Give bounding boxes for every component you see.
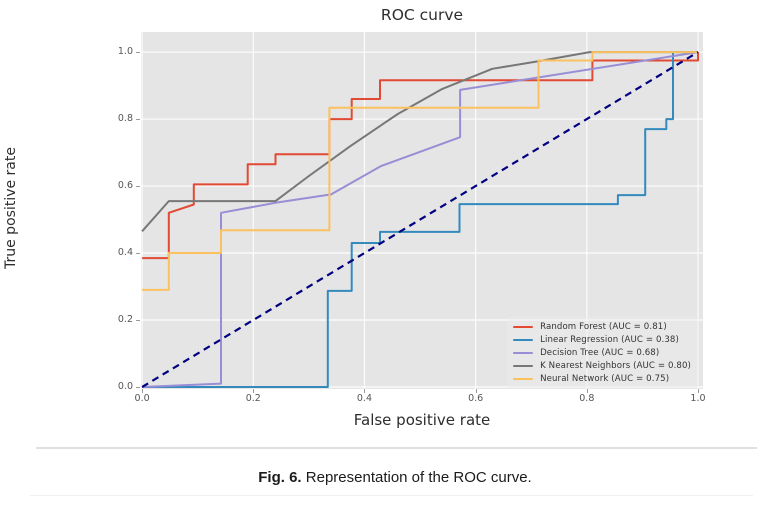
x-tick-label: 0.8 xyxy=(579,393,595,404)
x-tick-label: 1.0 xyxy=(690,393,706,404)
x-tick-mark xyxy=(142,389,144,393)
x-tick-mark xyxy=(253,389,255,393)
roc-chart-svg xyxy=(141,32,703,389)
x-tick-label: 0.2 xyxy=(245,393,261,404)
roc-curve-k-nearest-neighbors xyxy=(141,51,698,232)
legend-row: Random Forest (AUC = 0.81) xyxy=(513,320,691,333)
legend-row: K Nearest Neighbors (AUC = 0.80) xyxy=(513,359,691,372)
legend-swatch xyxy=(513,351,534,354)
roc-curve-linear-regression xyxy=(142,51,698,388)
legend-label: Random Forest (AUC = 0.81) xyxy=(540,321,667,332)
y-tick-mark xyxy=(136,52,140,54)
y-tick-label: 0.4 xyxy=(117,247,133,259)
y-tick-label: 0.2 xyxy=(117,314,133,325)
x-tick-label: 0.4 xyxy=(356,393,372,404)
x-axis-label: False positive rate xyxy=(353,411,491,429)
legend-label: K Nearest Neighbors (AUC = 0.80) xyxy=(540,360,691,371)
x-tick-mark xyxy=(475,389,477,393)
figure-title: ROC curve xyxy=(380,6,464,24)
y-tick-mark xyxy=(136,119,140,121)
legend-swatch xyxy=(513,325,534,328)
legend-label: Linear Regression (AUC = 0.38) xyxy=(540,334,679,345)
figure-caption: Fig. 6. Representation of the ROC curve. xyxy=(0,469,783,486)
y-tick-mark xyxy=(136,320,140,321)
legend-row: Neural Network (AUC = 0.75) xyxy=(513,372,691,385)
y-tick-mark xyxy=(136,253,140,255)
y-tick-mark xyxy=(136,386,140,388)
y-tick-label: 0.0 xyxy=(117,380,133,392)
legend-row: Decision Tree (AUC = 0.68) xyxy=(513,346,691,359)
legend-swatch xyxy=(513,364,534,367)
caption-text: Representation of the ROC curve. xyxy=(301,469,532,486)
legend-row: Linear Regression (AUC = 0.38) xyxy=(513,333,691,346)
legend-label: Decision Tree (AUC = 0.68) xyxy=(540,347,660,358)
caption-label: Fig. 6. xyxy=(258,469,302,486)
chart-legend: Random Forest (AUC = 0.81) Linear Regress… xyxy=(507,317,699,389)
y-axis-label: True positive rate xyxy=(3,147,19,269)
x-tick-mark xyxy=(586,389,588,393)
x-tick-label: 0.0 xyxy=(134,393,150,404)
legend-swatch xyxy=(513,338,534,341)
plot-panel: Random Forest (AUC = 0.81) Linear Regress… xyxy=(141,32,703,389)
y-tick-label: 0.6 xyxy=(117,180,133,192)
x-tick-mark xyxy=(364,389,366,393)
roc-curve-neural-network xyxy=(142,51,698,291)
y-tick-mark xyxy=(136,186,140,188)
y-tick-label: 1.0 xyxy=(117,46,133,58)
section-divider-rule xyxy=(36,447,757,449)
page-bottom-rule xyxy=(30,495,753,496)
legend-swatch xyxy=(513,377,534,380)
legend-label: Neural Network (AUC = 0.75) xyxy=(540,373,670,384)
x-tick-label: 0.6 xyxy=(468,393,484,404)
x-tick-mark xyxy=(697,389,699,393)
roc-curve-decision-tree xyxy=(142,51,699,388)
chance-diagonal-line xyxy=(141,51,699,388)
y-tick-label: 0.8 xyxy=(117,113,133,125)
